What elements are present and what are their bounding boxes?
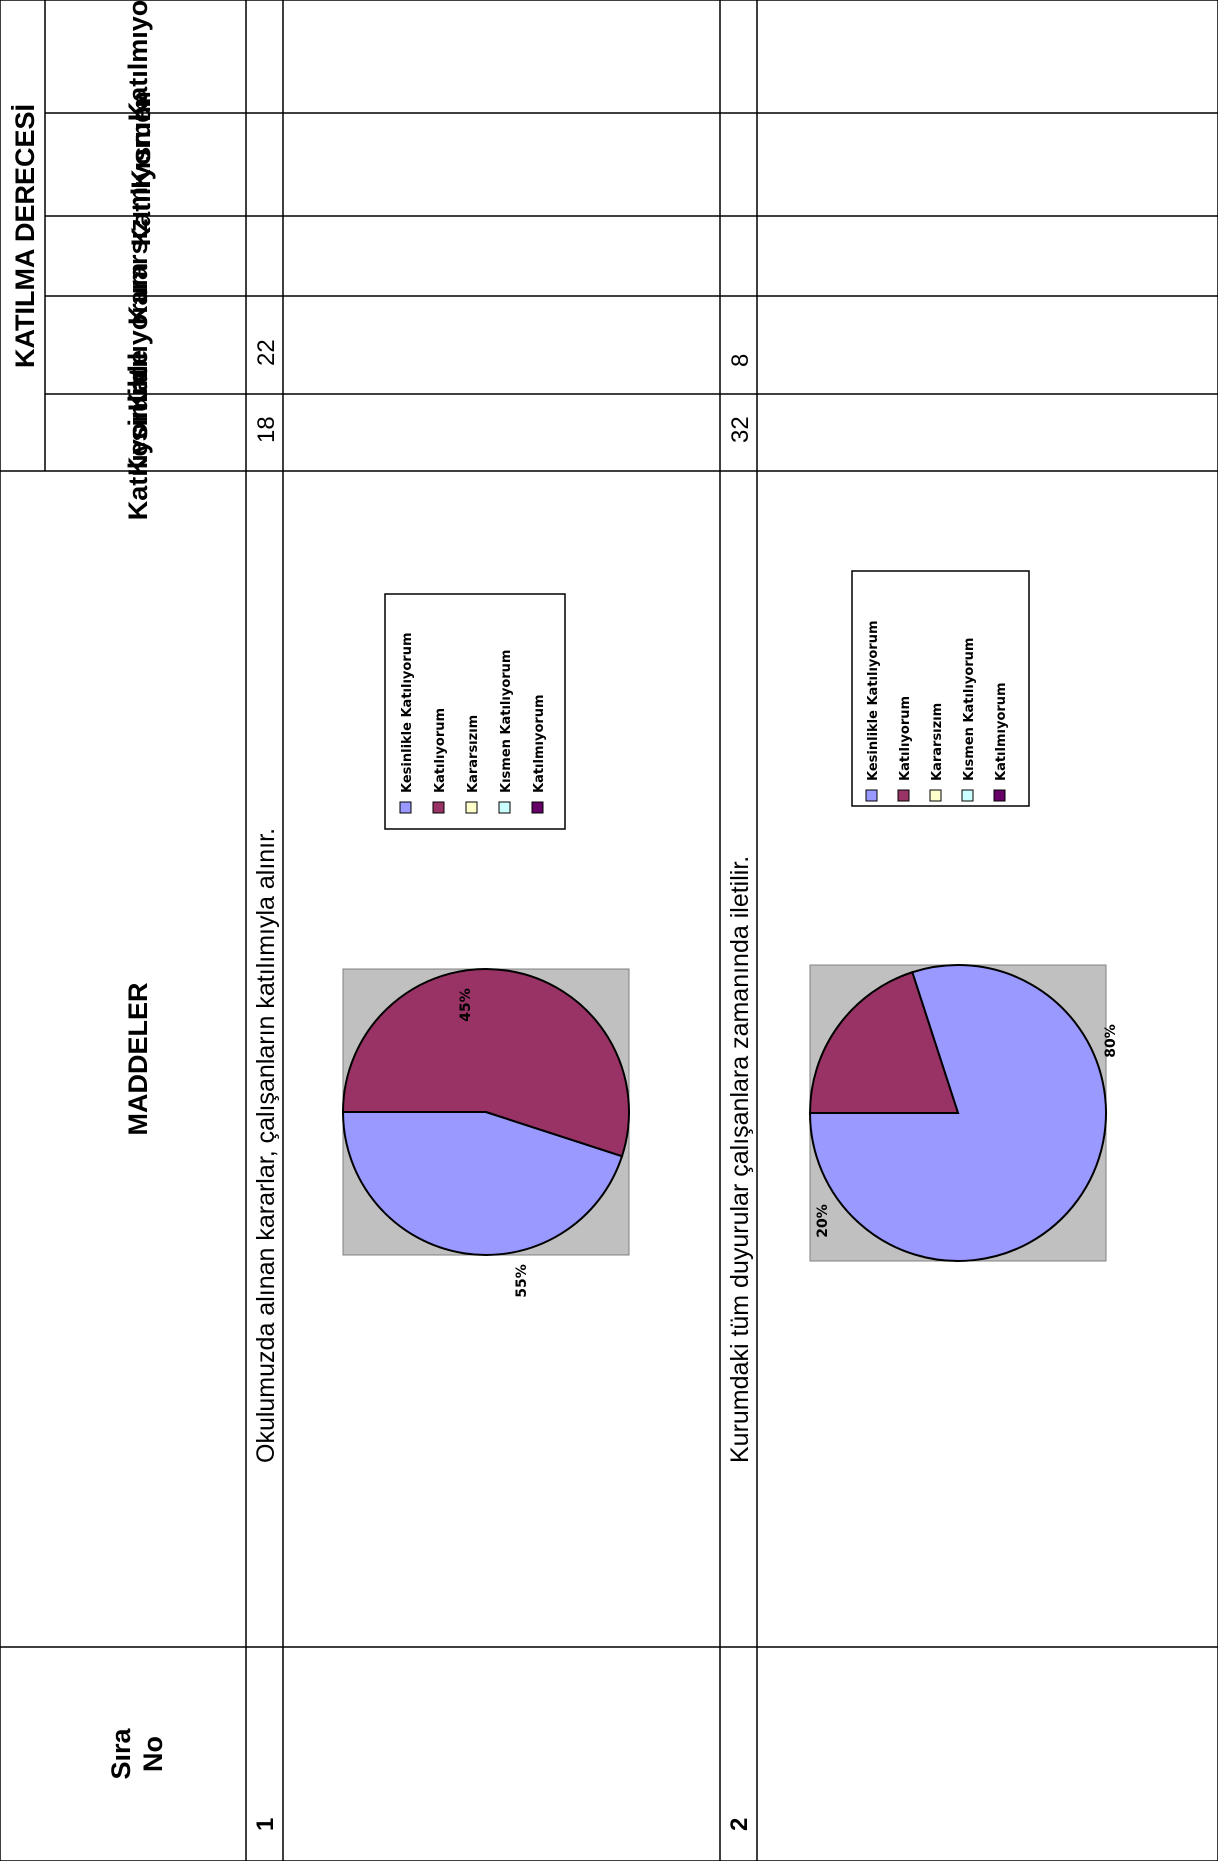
- level-header-kismen-line1: Kısmen: [126, 91, 156, 189]
- legend-2-box: [851, 570, 1030, 807]
- level-header-kararsizim: Kararsızım: [123, 187, 153, 325]
- legend-2-label-5: Katılmıyorum: [994, 682, 1009, 781]
- level-header-katiliyorum: Katılıyorum: [123, 263, 153, 412]
- pie-1-data-label-1: 45%: [458, 988, 474, 1022]
- legend-1-swatch-4: [498, 801, 511, 814]
- legend-2-swatch-2: [897, 789, 910, 802]
- pie-chart-1: 45% 55%: [341, 968, 630, 1298]
- pie-2-labels: 80% 20%: [815, 1024, 1119, 1238]
- pie-2-slices: [808, 964, 1107, 1262]
- level-header-kismen-line2: Katılıyorum: [126, 98, 156, 247]
- legend-1-swatch-5: [531, 801, 544, 814]
- pie-1-labels: 45% 55%: [458, 988, 530, 1298]
- row-2-statement: Kurumdaki tüm duyurular çalışanlara zama…: [726, 856, 754, 1463]
- legend-2-swatch-5: [993, 789, 1006, 802]
- legend-1-swatch-3: [465, 801, 478, 814]
- pie-1-slice-1: [341, 1111, 624, 1256]
- row-2-number: 2: [726, 1818, 753, 1831]
- pie-1-slices: [341, 968, 630, 1256]
- legend-1-swatch-1: [399, 801, 412, 814]
- row-1-statement: Okulumuzda alınan kararlar, çalışanların…: [252, 828, 280, 1463]
- row-1-count-katiliyorum: 22: [253, 339, 280, 366]
- legend-2-label-3: Kararsızım: [930, 703, 945, 781]
- legend-1-box: [384, 593, 566, 830]
- legend-1-label-5: Katılmıyorum: [532, 694, 547, 793]
- legend-1-swatch-2: [432, 801, 445, 814]
- sira-header-line2: No: [138, 1736, 168, 1772]
- row-1-count-kesinlikle: 18: [253, 416, 280, 443]
- legend-2: Kesinlikle Katılıyorum Katılıyorum Kararsı…: [851, 570, 1030, 807]
- legend-2-label-1: Kesinlikle Katılıyorum: [866, 620, 881, 781]
- pie-2-slice-2: [808, 970, 960, 1114]
- level-header-katilmiyorum: Katılmıyorum: [123, 0, 153, 121]
- pie-2-data-label-1: 80%: [1103, 1024, 1119, 1058]
- legend-1-label-3: Kararsızım: [466, 715, 481, 793]
- group-title: KATILMA DERECESİ: [10, 104, 40, 368]
- legend-2-swatch-3: [929, 789, 942, 802]
- row-1-number: 1: [252, 1818, 279, 1831]
- sira-header-line1: Sıra: [106, 1728, 136, 1780]
- legend-2-swatch-4: [961, 789, 974, 802]
- pie-1-slice-2: [341, 968, 630, 1158]
- level-header-kesinlikle-line1: Kesinlikle: [123, 350, 153, 476]
- legend-1: Kesinlikle Katılıyorum Katılıyorum Kararsı…: [384, 593, 566, 830]
- legend-2-swatch-1: [865, 789, 878, 802]
- level-header-kesinlikle-line2: Katılıyorum: [123, 372, 153, 521]
- legend-1-label-1: Kesinlikle Katılıyorum: [400, 632, 415, 793]
- pie-2-data-label-2: 20%: [815, 1204, 831, 1238]
- legend-2-label-4: Kısmen Katılıyorum: [962, 638, 977, 781]
- maddeler-header: MADDELER: [123, 983, 153, 1136]
- legend-1-label-4: Kısmen Katılıyorum: [499, 650, 514, 793]
- legend-2-label-2: Katılıyorum: [898, 696, 913, 781]
- pie-chart-2: 80% 20%: [808, 964, 1119, 1262]
- row-2-count-katiliyorum: 8: [727, 354, 754, 367]
- legend-1-label-2: Katılıyorum: [433, 708, 448, 793]
- row-2-count-kesinlikle: 32: [727, 416, 754, 443]
- pie-1-data-label-2: 55%: [514, 1264, 530, 1298]
